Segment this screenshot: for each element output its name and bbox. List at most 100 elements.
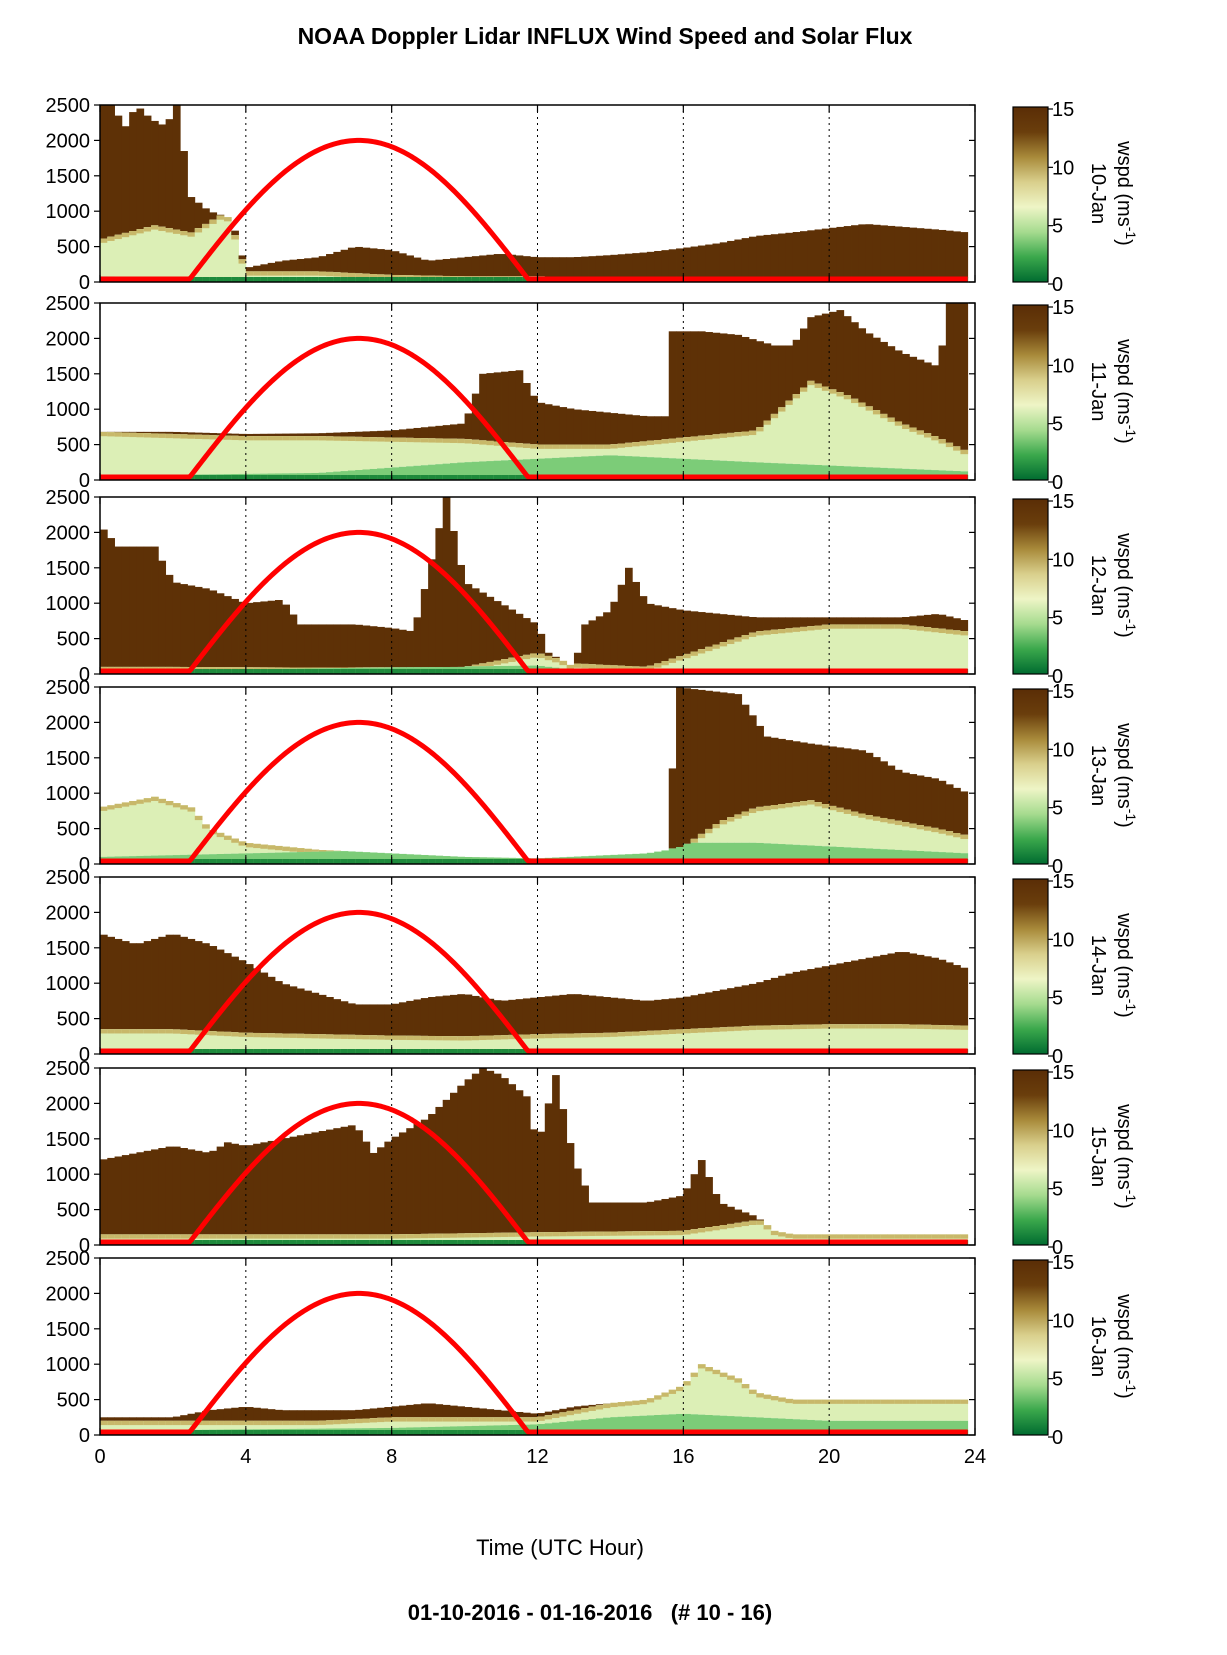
heatmap-cell-surface: [326, 277, 334, 282]
heatmap-cell-high: [522, 1412, 531, 1418]
heatmap-cell-mid: [289, 1033, 298, 1050]
heatmap-cell-mid: [537, 444, 546, 459]
heatmap-cell-high: [902, 227, 910, 279]
heatmap-cell-mid: [413, 1417, 422, 1428]
heatmap-cell-high: [719, 614, 728, 643]
heatmap-cell-surface: [413, 859, 422, 864]
heatmap-cell-mid-edge: [377, 1234, 385, 1239]
heatmap-cell-low: [646, 1415, 655, 1435]
heatmap-cell-high: [180, 1148, 188, 1235]
heatmap-cell-mid: [872, 1399, 881, 1421]
heatmap-cell-surface: [333, 277, 342, 282]
heatmap-cell-mid: [552, 1033, 560, 1050]
heatmap-cell-mid-edge: [158, 433, 167, 438]
heatmap-cell-mid-edge: [275, 1033, 283, 1038]
heatmap-cell-surface: [471, 1430, 480, 1435]
heatmap-cell-surface: [275, 475, 283, 480]
heatmap-cell-high: [617, 254, 626, 278]
heatmap-cell-high: [282, 984, 290, 1034]
heatmap-cell-high: [522, 256, 531, 277]
heatmap-cell-low: [617, 455, 626, 480]
heatmap-cell-high: [887, 617, 896, 625]
heatmap-cell-mid-edge: [741, 1026, 750, 1031]
heatmap-cell-high: [559, 257, 568, 277]
heatmap-cell-mid-edge: [289, 1234, 298, 1239]
heatmap-cell-mid: [646, 440, 655, 458]
heatmap-cell-high: [129, 1417, 137, 1421]
heatmap-cell-surface: [253, 1430, 261, 1435]
heatmap-cell-surface: [238, 475, 247, 480]
heatmap-cell-low: [544, 1423, 553, 1435]
heatmap-cell-surface: [413, 277, 422, 282]
heatmap-cell-low: [902, 1420, 910, 1435]
heatmap-cell-high: [646, 1000, 655, 1031]
heatmap-cell-mid-edge: [428, 438, 436, 443]
heatmap-cell-mid-edge: [960, 1399, 969, 1404]
heatmap-cell-mid: [595, 444, 604, 456]
heatmap-cell-mid: [661, 1030, 670, 1050]
heatmap-cell-surface: [209, 1240, 218, 1245]
heatmap-cell-mid: [377, 437, 385, 469]
heatmap-cell-mid: [537, 653, 546, 666]
y-tick-label: 1000: [46, 973, 91, 995]
heatmap-cell-surface: [479, 277, 487, 282]
heatmap-cell-mid: [821, 624, 830, 671]
heatmap-cell-surface: [282, 1240, 290, 1245]
heatmap-cell-mid-edge: [683, 1381, 692, 1386]
heatmap-cell-mid-edge: [151, 1420, 159, 1426]
heatmap-cell-high: [493, 1409, 502, 1418]
heatmap-cell-mid-edge: [471, 1417, 480, 1422]
heatmap-cell-mid: [851, 811, 859, 848]
heatmap-cell-surface: [223, 859, 232, 864]
heatmap-cell-mid: [202, 1030, 210, 1050]
heatmap-cell-mid: [136, 799, 145, 856]
heatmap-cell-mid-edge: [719, 642, 728, 647]
heatmap-cell-mid-edge: [763, 420, 772, 425]
heatmap-cell-mid-edge: [420, 1233, 429, 1239]
heatmap-cell-high: [676, 248, 684, 279]
heatmap-cell-high: [595, 1202, 604, 1232]
heatmap-cell-surface: [398, 277, 407, 282]
heatmap-cell-low: [632, 456, 640, 480]
heatmap-cell-high: [420, 998, 429, 1036]
heatmap-cell-high: [245, 267, 254, 272]
heatmap-cell-high: [748, 1215, 757, 1221]
heatmap-cell-mid: [756, 631, 764, 671]
heatmap-cell-mid: [231, 235, 239, 278]
heatmap-cell-mid-edge: [544, 1232, 553, 1237]
heatmap-cell-mid: [172, 229, 181, 278]
heatmap-cell-low: [763, 462, 772, 480]
heatmap-cell-low: [894, 1420, 903, 1435]
heatmap-cell-mid-edge: [683, 1230, 692, 1235]
heatmap-cell-mid-edge: [829, 1234, 837, 1239]
heatmap-cell-high: [245, 433, 254, 437]
heatmap-cell-high: [450, 1405, 458, 1418]
heatmap-cell-surface: [282, 859, 290, 864]
heatmap-cell-high: [625, 999, 633, 1032]
heatmap-cell-high: [829, 617, 837, 625]
heatmap-cell-mid: [945, 831, 954, 853]
heatmap-cell-surface: [398, 475, 407, 480]
heatmap-cell-mid-edge: [464, 439, 473, 444]
heatmap-cell-mid: [544, 1232, 553, 1242]
heatmap-cell-mid-edge: [296, 436, 305, 441]
heatmap-cell-mid-edge: [617, 1032, 626, 1037]
heatmap-cell-high: [151, 431, 159, 434]
heatmap-cell-surface: [267, 1049, 276, 1054]
heatmap-cell-mid: [814, 1024, 823, 1050]
heatmap-cell-mid: [960, 631, 969, 672]
heatmap-cell-low: [646, 457, 655, 480]
heatmap-cell-low: [493, 460, 502, 480]
x-axis: 0 4 8 12 16 20 24: [94, 1446, 986, 1468]
heatmap-cell-surface: [406, 669, 414, 674]
heatmap-cell-mid-edge: [923, 433, 932, 438]
heatmap-cell-high: [931, 614, 939, 628]
heatmap-cell-low: [931, 851, 939, 864]
heatmap-cell-low: [719, 1415, 728, 1435]
heatmap-cell-mid-edge: [420, 1417, 429, 1422]
heatmap-cell-low: [661, 457, 670, 480]
heatmap-cell-low: [267, 852, 276, 864]
heatmap-cell-surface: [493, 475, 502, 480]
heatmap-cell-mid-edge: [676, 1386, 684, 1392]
heatmap-cell-mid: [916, 430, 925, 470]
